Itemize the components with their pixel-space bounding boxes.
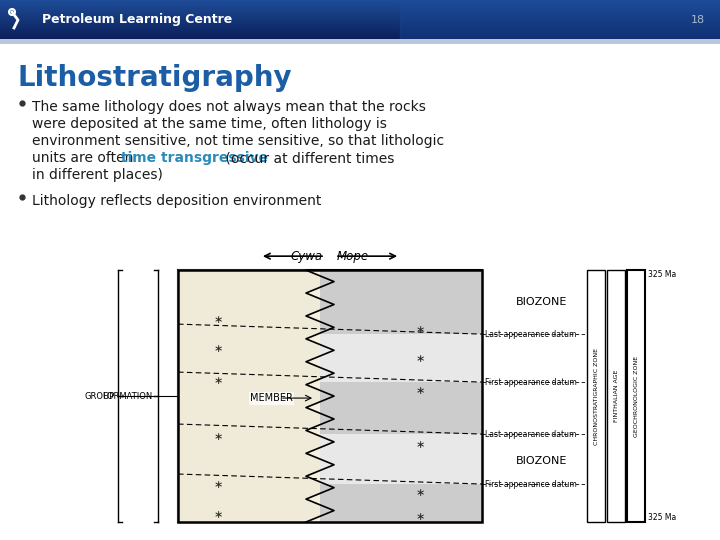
Bar (587, 270, 605, 522)
Polygon shape (320, 484, 482, 522)
Bar (0, 31, 720, 32)
Bar (0, 23, 720, 24)
Text: BIOZONE: BIOZONE (516, 456, 567, 466)
Bar (0, 36, 720, 37)
Bar (0, 10, 720, 11)
Polygon shape (320, 434, 482, 484)
Bar (0, 25, 720, 26)
Bar (178, 270, 320, 522)
Bar (0, 24, 720, 25)
Text: 325 Ma: 325 Ma (648, 513, 676, 522)
Bar (607, 270, 625, 522)
Bar (0, 2, 720, 3)
Bar (0, 9, 720, 10)
Bar (627, 270, 645, 522)
Text: $\ast$: $\ast$ (415, 438, 425, 450)
Bar (0, 12, 720, 13)
Text: in different places): in different places) (32, 168, 163, 182)
Text: $\ast$: $\ast$ (415, 323, 425, 335)
Bar (0, 34, 720, 35)
Bar (178, 270, 482, 522)
Text: Petroleum Learning Centre: Petroleum Learning Centre (42, 14, 233, 26)
Text: Mope: Mope (337, 249, 369, 262)
Polygon shape (320, 334, 482, 382)
Text: $\ast$: $\ast$ (415, 510, 425, 522)
Text: FORMATION: FORMATION (102, 392, 152, 401)
Bar (0, 7, 720, 8)
Bar (0, 29, 720, 30)
Text: $\ast$: $\ast$ (415, 353, 425, 363)
Bar (0, 5, 720, 6)
Polygon shape (320, 434, 482, 484)
Bar (0, 39, 720, 40)
Text: 325 Ma: 325 Ma (648, 270, 676, 279)
Bar (0, 3, 720, 4)
Text: $\ast$: $\ast$ (213, 375, 223, 386)
Text: time transgressive: time transgressive (121, 151, 268, 165)
Bar (0, 17, 720, 18)
Bar (0, 8, 720, 9)
Text: units are often: units are often (32, 151, 138, 165)
Text: FINTHALIAN AGE: FINTHALIAN AGE (613, 370, 618, 422)
Text: 18: 18 (691, 15, 705, 25)
Text: BIOZONE: BIOZONE (516, 297, 567, 307)
Polygon shape (320, 270, 482, 334)
Text: MEMBER: MEMBER (250, 393, 293, 403)
Text: (occur at different times: (occur at different times (221, 151, 394, 165)
Bar (0, 38, 720, 39)
Polygon shape (320, 382, 482, 434)
Bar (0, 0, 720, 1)
Polygon shape (320, 382, 482, 434)
Text: GROUP: GROUP (85, 392, 115, 401)
Bar (0, 16, 720, 17)
Text: were deposited at the same time, often lithology is: were deposited at the same time, often l… (32, 117, 387, 131)
Text: GEOCHRONOLOGIC ZONE: GEOCHRONOLOGIC ZONE (634, 355, 639, 437)
Text: CHRONOSTRATIGRAPHIC ZONE: CHRONOSTRATIGRAPHIC ZONE (593, 348, 598, 444)
Text: Last appearance datum: Last appearance datum (485, 329, 577, 339)
Text: $\ast$: $\ast$ (213, 478, 223, 490)
Text: The same lithology does not always mean that the rocks: The same lithology does not always mean … (32, 100, 426, 114)
Text: $\ast$: $\ast$ (213, 314, 223, 325)
Bar (0, 6, 720, 7)
Bar (0, 35, 720, 36)
Bar (0, 22, 720, 23)
Bar (400, 0, 720, 40)
Bar (178, 270, 482, 522)
Text: $\ast$: $\ast$ (415, 487, 425, 497)
Polygon shape (320, 334, 482, 382)
Bar (0, 4, 720, 5)
Bar (0, 30, 720, 31)
Bar (0, 18, 720, 19)
Bar (0, 15, 720, 16)
Text: Last appearance datum: Last appearance datum (485, 429, 577, 438)
Text: Cywa: Cywa (291, 249, 323, 262)
Bar (0, 14, 720, 15)
Polygon shape (178, 270, 334, 522)
Bar (0, 1, 720, 2)
Bar (0, 33, 720, 34)
Bar (0, 21, 720, 22)
Text: $\ast$: $\ast$ (415, 384, 425, 396)
Bar (0, 37, 720, 38)
Text: Lithostratigraphy: Lithostratigraphy (18, 64, 292, 92)
Bar (0, 27, 720, 28)
Text: $\ast$: $\ast$ (213, 342, 223, 354)
Polygon shape (320, 270, 482, 334)
Bar (0, 13, 720, 14)
Text: Lithology reflects deposition environment: Lithology reflects deposition environmen… (32, 194, 321, 208)
Text: $\ast$: $\ast$ (213, 509, 223, 519)
Bar (0, 26, 720, 27)
Bar (0, 28, 720, 29)
Polygon shape (320, 484, 482, 522)
Bar (0, 32, 720, 33)
Text: First appearance datum: First appearance datum (485, 377, 577, 387)
Text: $\ast$: $\ast$ (213, 430, 223, 442)
Bar (0, 11, 720, 12)
Text: First appearance datum: First appearance datum (485, 480, 577, 489)
Bar (0, 19, 720, 20)
Text: environment sensitive, not time sensitive, so that lithologic: environment sensitive, not time sensitiv… (32, 134, 444, 148)
Bar (0, 20, 720, 21)
